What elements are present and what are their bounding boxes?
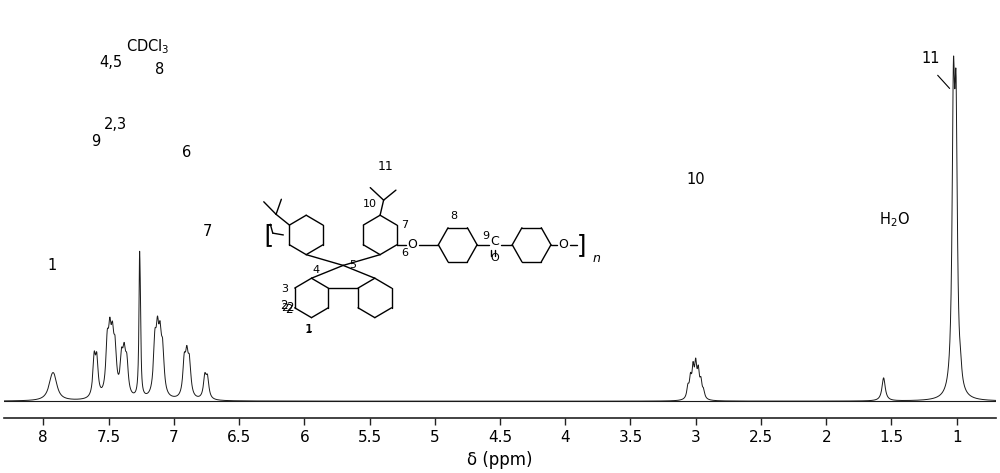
Text: 5: 5 [349, 261, 356, 271]
Text: 3: 3 [282, 284, 289, 294]
Text: 8: 8 [451, 211, 458, 221]
Text: 2: 2 [287, 301, 294, 314]
Text: 11: 11 [921, 51, 940, 66]
Text: 2: 2 [285, 303, 293, 316]
Text: O: O [490, 254, 499, 263]
Text: 1: 1 [304, 323, 312, 336]
Text: 7: 7 [401, 220, 408, 230]
Text: 10: 10 [363, 199, 377, 209]
Text: 11: 11 [377, 160, 393, 173]
Text: H$_2$O: H$_2$O [879, 210, 909, 228]
Text: 2,3: 2,3 [104, 117, 127, 132]
Text: [: [ [260, 223, 275, 247]
Text: n: n [592, 252, 600, 265]
Text: 8: 8 [155, 61, 164, 77]
Text: 2: 2 [280, 298, 288, 312]
Text: 6: 6 [401, 248, 408, 258]
Text: 9: 9 [482, 231, 489, 241]
Text: 6: 6 [182, 145, 191, 159]
Text: 10: 10 [686, 172, 705, 187]
Text: CDCl$_3$: CDCl$_3$ [126, 37, 169, 56]
Text: C: C [490, 236, 499, 248]
Text: O: O [408, 238, 418, 251]
Text: 4: 4 [312, 265, 319, 275]
Text: ]: ] [575, 233, 590, 257]
Text: 4,5: 4,5 [100, 55, 123, 70]
Text: 7: 7 [203, 224, 212, 239]
Text: 1: 1 [48, 258, 57, 273]
X-axis label: δ (ppm): δ (ppm) [467, 451, 533, 469]
Text: 2: 2 [281, 303, 289, 313]
Text: 9: 9 [91, 134, 100, 149]
Text: 1: 1 [306, 324, 313, 334]
Text: O: O [558, 238, 568, 251]
